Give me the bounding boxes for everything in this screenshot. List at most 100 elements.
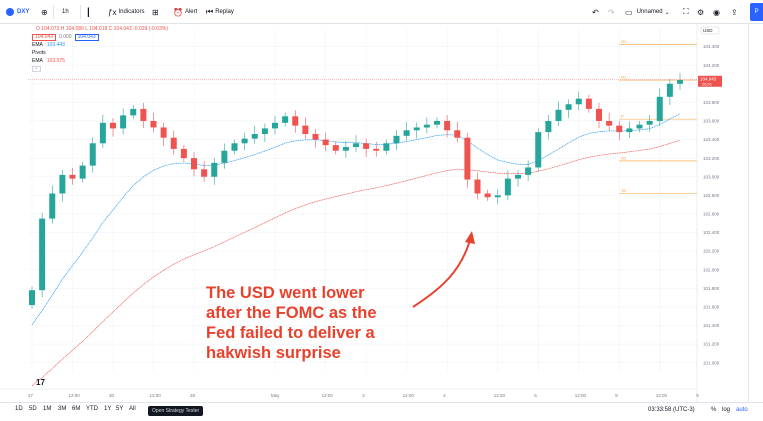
strategy-tester-tab[interactable]: Open Strategy Tester [148,406,204,416]
annotation-line: Fed failed to deliver a [206,324,375,342]
range-5d-button[interactable]: 5D [29,406,37,412]
candle [241,132,248,151]
bid-button[interactable]: 104.043 [32,33,57,41]
price-tick-label: 104.200 [703,63,720,68]
candle-body [484,193,491,198]
symbol-logo-icon [6,8,14,16]
replay-button[interactable]: ⏮ Replay [206,0,234,24]
range-1m-button[interactable]: 1M [43,406,52,412]
price-tick-label: 102.600 [703,212,720,217]
tradingview-logo-icon[interactable]: 17 [36,378,45,387]
candle [646,115,653,132]
settings-button[interactable]: ⚙ [697,0,704,24]
candle-body [251,133,258,139]
time-tick-label: May [271,393,280,398]
candle [565,99,572,118]
spread-value: 0.000 [59,33,72,40]
fullscreen-button[interactable]: ⛶ [683,0,689,24]
candle-body [565,104,572,110]
price-tick-label: 101.200 [703,342,720,347]
candle [504,170,511,201]
candle [373,141,380,157]
chart-type-button[interactable]: ┃ [86,0,91,24]
layout-select[interactable]: ▭ Unnamed ⌄ [625,0,670,24]
ask-button[interactable]: 104.043 [74,33,99,41]
range-1y-button[interactable]: 1Y [104,406,112,412]
candle-body [353,143,359,148]
range-3m-button[interactable]: 3M [58,406,67,412]
candle-body [140,108,147,121]
indicators-icon: ƒx [108,7,117,17]
annotation-text: The USD went lower after the FOMC as the… [206,283,426,363]
time-tick-label: 12:00 [69,393,81,398]
candle-body [272,122,278,129]
candles-icon: ┃ [86,7,91,17]
auto-scale-button[interactable]: auto [736,407,748,413]
range-ytd-button[interactable]: YTD [86,406,98,412]
candle [59,170,66,202]
templates-button[interactable]: ⊞ [152,0,159,24]
arrow-head [465,231,475,244]
candle [393,129,400,151]
candle [160,122,167,146]
candle-body [180,148,187,159]
range-all-button[interactable]: All [129,406,136,412]
pivot-label: R2 [621,39,627,44]
trade-button[interactable]: P [750,3,763,21]
candle-body [282,116,289,123]
svg-text:17: 17 [36,378,45,387]
trade-label: P [754,9,759,15]
pivots-row[interactable]: Pivots [32,49,168,57]
interval-button[interactable]: 1h [62,0,69,24]
ema-slow-row[interactable]: EMA 103.075 [32,57,168,65]
add-symbol-icon: ⊕ [41,7,48,17]
candle-body [130,108,137,116]
candle-body [656,96,663,121]
candle-body [454,130,461,138]
price-axis[interactable]: 104.400104.200104.000103.800103.600103.4… [28,24,748,402]
symbol-search-button[interactable]: DXY [6,0,29,24]
candle [474,172,481,200]
candle-body [59,174,66,194]
candle-body [474,179,481,194]
price-tick-label: 102.400 [703,230,720,235]
chart-grid [28,28,701,372]
candle [454,122,461,143]
candle [211,157,218,185]
candle-body [201,169,208,177]
top-toolbar: DXY ⊕ 1h ┃ ƒx Indicators ⊞ ⏰ Alert ⏮ Rep… [0,0,763,24]
time-axis[interactable]: 27 12:00 30 12:00 28 May 12:00 3 12:00 4 12:00 5 12:… [0,388,699,398]
clock-display[interactable]: 03:33:58 (UTC-3) [648,407,695,413]
collapse-legend-button[interactable]: ^ [32,66,41,72]
range-5y-button[interactable]: 5Y [116,406,124,412]
redo-icon: ↷ [608,7,615,17]
compare-button[interactable]: ⊕ [41,0,48,24]
ohlc-values: O 104.073 H 104.089 L 104.018 C 104.043 … [36,25,168,32]
candle-body [646,120,653,125]
candle-body [677,80,683,84]
candle [616,120,623,141]
candle [29,286,35,309]
undo-button[interactable]: ↶ [592,0,599,24]
range-1d-button[interactable]: 1D [15,406,23,412]
time-tick-label: 4 [443,393,446,398]
alert-button[interactable]: ⏰ Alert [173,0,197,24]
range-6m-button[interactable]: 6M [72,406,81,412]
percent-scale-button[interactable]: % [711,407,717,413]
time-tick-label: 12:00 [656,393,668,398]
price-tick-label: 103.000 [703,174,720,179]
candle-body [413,127,420,131]
candle-body [332,145,339,151]
candle [130,105,137,120]
indicators-button[interactable]: ƒx Indicators [108,0,144,24]
publish-button[interactable]: ⇪ [731,0,738,24]
log-scale-button[interactable]: log [722,407,731,413]
time-tick-label: 27 [28,393,34,398]
candles [29,72,683,309]
redo-button[interactable]: ↷ [608,0,615,24]
snapshot-button[interactable]: ◉ [713,0,720,24]
ema-fast-row[interactable]: EMA 103.443 [32,41,168,49]
price-tick-label: 101.000 [703,360,720,365]
candle-body [434,120,440,125]
